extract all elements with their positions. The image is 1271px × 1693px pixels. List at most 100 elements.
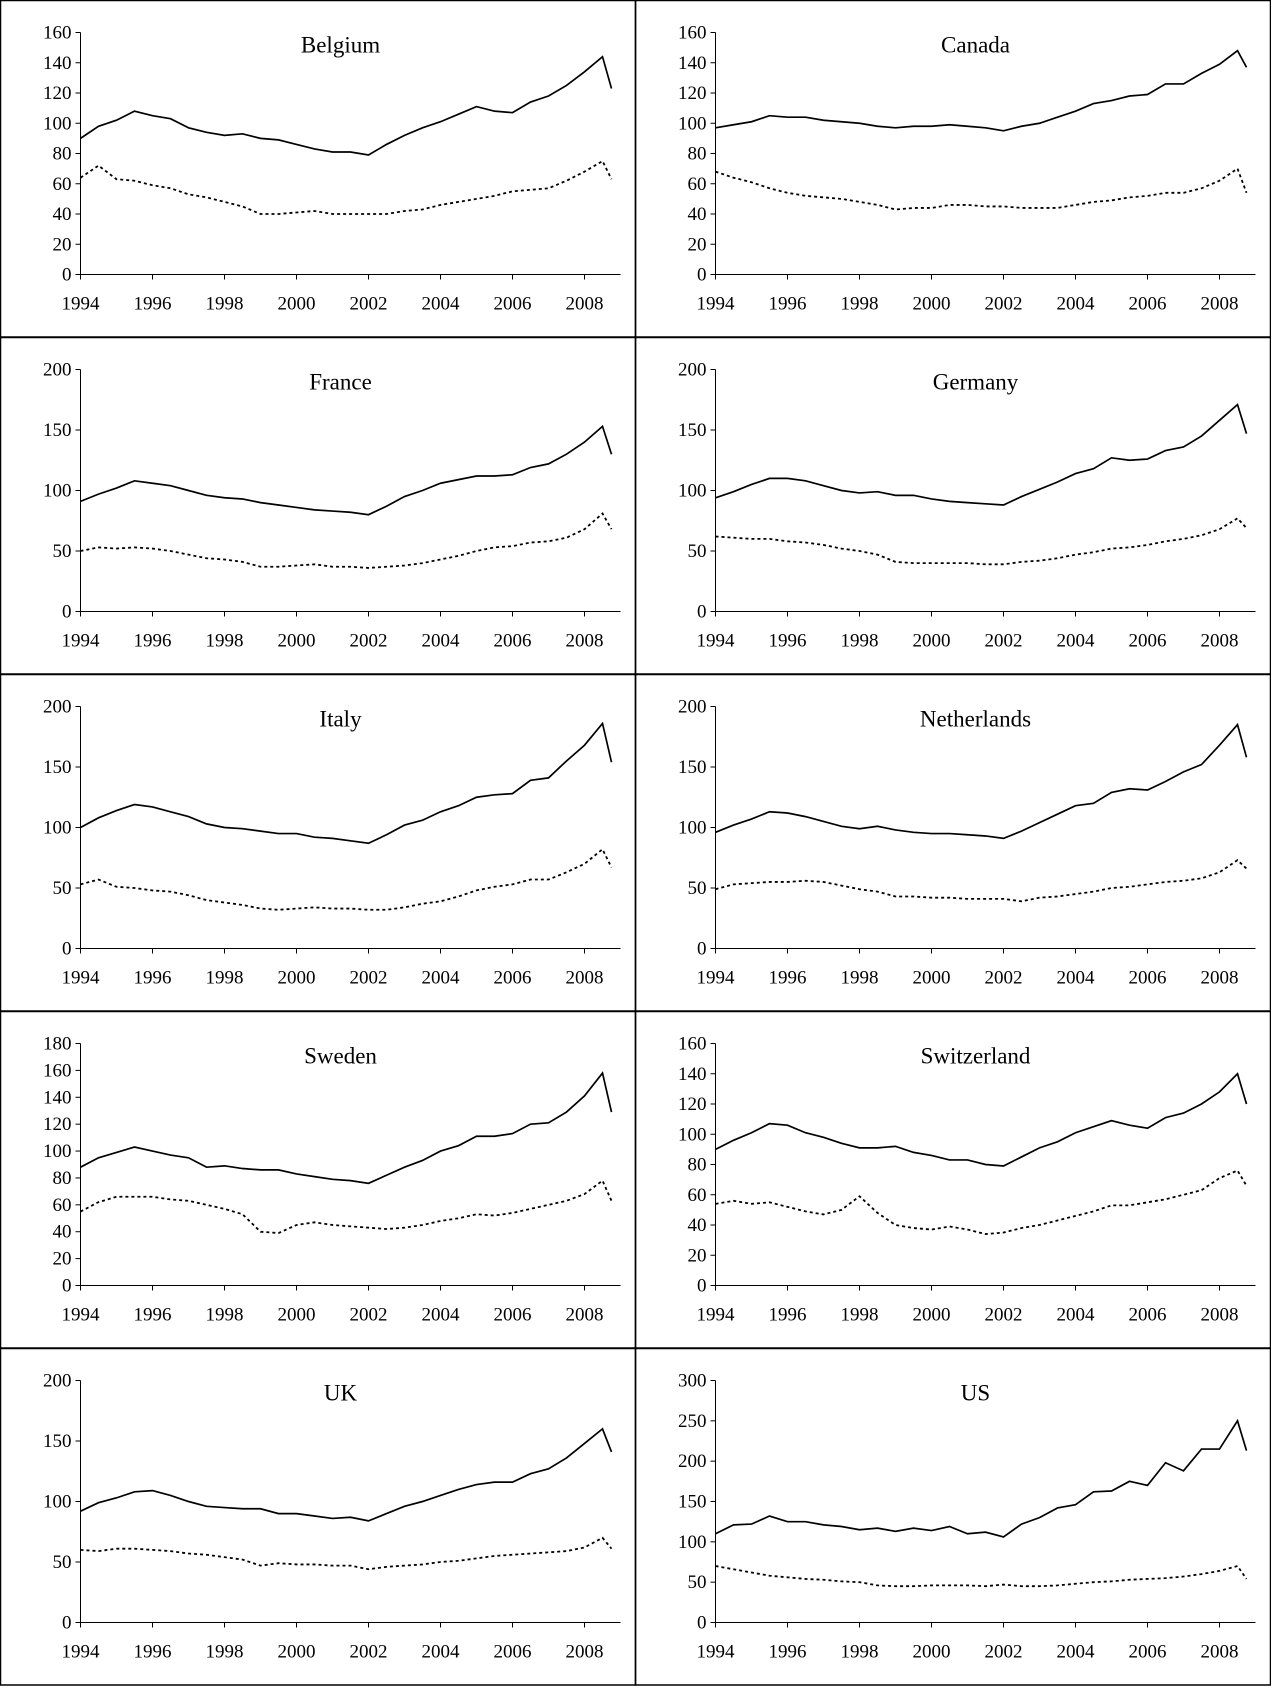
x-tick-label: 2006 [1129, 1642, 1167, 1663]
x-tick-label: 2004 [1057, 1305, 1096, 1326]
x-tick-label: 1998 [206, 631, 244, 652]
x-tick-label: 2002 [350, 1642, 388, 1663]
series-line [715, 1072, 1248, 1167]
y-tick-label: 0 [62, 939, 72, 960]
x-tick-label: 1994 [62, 631, 101, 652]
x-tick-label: 1996 [769, 294, 807, 315]
x-tick-label: 2000 [278, 968, 316, 989]
y-tick-label: 60 [688, 1185, 707, 1206]
x-tick-label: 2006 [494, 1642, 532, 1663]
x-tick-label: 1996 [134, 1305, 172, 1326]
x-tick-label: 1994 [697, 968, 736, 989]
x-tick-label: 2006 [494, 294, 532, 315]
chart-title: Switzerland [921, 1044, 1031, 1069]
chart-title: Germany [933, 370, 1019, 395]
x-tick-label: 1994 [697, 631, 736, 652]
y-tick-label: 160 [678, 1034, 707, 1055]
panel-border [634, 1347, 1271, 1686]
y-tick-label: 100 [43, 1141, 72, 1162]
chart-title: France [309, 370, 372, 395]
x-tick-label: 1996 [769, 968, 807, 989]
x-tick-label: 1998 [206, 968, 244, 989]
x-tick-label: 2000 [913, 631, 951, 652]
x-tick-label: 1994 [62, 968, 101, 989]
y-tick-label: 100 [678, 113, 707, 134]
x-tick-label: 2004 [1057, 294, 1096, 315]
y-tick-label: 150 [678, 420, 707, 441]
series-line [80, 424, 613, 516]
y-tick-label: 80 [688, 144, 707, 165]
series-line [80, 847, 613, 911]
y-tick-label: 100 [43, 481, 72, 502]
x-tick-label: 2000 [278, 631, 316, 652]
chart-title: Sweden [304, 1044, 377, 1069]
x-tick-label: 2006 [494, 968, 532, 989]
series-line [80, 512, 613, 569]
x-tick-label: 2000 [278, 1642, 316, 1663]
y-tick-label: 180 [43, 1034, 72, 1055]
x-tick-label: 1996 [134, 631, 172, 652]
series-line [715, 517, 1248, 566]
series-line [715, 722, 1248, 840]
x-tick-label: 1998 [206, 1305, 244, 1326]
y-tick-label: 20 [688, 234, 707, 255]
series-line [80, 1179, 613, 1234]
x-tick-label: 2006 [494, 1305, 532, 1326]
series-line [715, 859, 1248, 903]
y-tick-label: 200 [678, 697, 707, 718]
series-line [80, 1071, 613, 1185]
x-tick-label: 2008 [1201, 1305, 1239, 1326]
y-tick-label: 50 [53, 541, 72, 562]
x-tick-label: 2004 [422, 631, 461, 652]
x-tick-label: 1994 [697, 1642, 736, 1663]
x-tick-label: 1998 [206, 294, 244, 315]
x-tick-label: 2002 [350, 631, 388, 652]
y-tick-label: 50 [53, 878, 72, 899]
series-line [80, 1536, 613, 1571]
y-tick-label: 80 [53, 1168, 72, 1189]
y-tick-label: 60 [688, 174, 707, 195]
y-tick-label: 150 [43, 420, 72, 441]
x-tick-label: 1998 [841, 294, 879, 315]
x-tick-label: 1998 [841, 1642, 879, 1663]
y-tick-label: 0 [62, 1613, 72, 1634]
x-tick-label: 2008 [1201, 1642, 1239, 1663]
x-tick-label: 2000 [278, 1305, 316, 1326]
x-tick-label: 2004 [422, 1305, 461, 1326]
y-tick-label: 100 [678, 1532, 707, 1553]
x-tick-label: 1998 [841, 631, 879, 652]
y-tick-label: 120 [678, 83, 707, 104]
y-tick-label: 140 [678, 53, 707, 74]
y-tick-label: 150 [678, 1492, 707, 1513]
y-tick-label: 40 [53, 204, 72, 225]
x-tick-label: 2004 [422, 1642, 461, 1663]
y-tick-label: 160 [43, 23, 72, 44]
chart-title: Italy [319, 707, 362, 732]
x-tick-label: 2002 [985, 631, 1023, 652]
series-line [80, 721, 613, 845]
x-tick-label: 2004 [1057, 631, 1096, 652]
x-tick-label: 2006 [1129, 968, 1167, 989]
x-tick-label: 2004 [1057, 968, 1096, 989]
x-tick-label: 1996 [134, 968, 172, 989]
y-tick-label: 120 [678, 1094, 707, 1115]
x-tick-label: 2000 [913, 294, 951, 315]
y-tick-label: 100 [678, 818, 707, 839]
x-tick-label: 1994 [62, 1305, 101, 1326]
y-tick-label: 0 [62, 265, 72, 286]
series-line [715, 403, 1248, 506]
y-tick-label: 300 [678, 1371, 707, 1392]
x-tick-label: 2002 [350, 968, 388, 989]
x-tick-label: 1994 [62, 294, 101, 315]
y-tick-label: 140 [678, 1064, 707, 1085]
x-tick-label: 2008 [566, 1642, 604, 1663]
x-tick-label: 2008 [1201, 294, 1239, 315]
x-tick-label: 1996 [134, 294, 172, 315]
y-tick-label: 0 [697, 602, 707, 623]
x-tick-label: 1994 [697, 1305, 736, 1326]
x-tick-label: 2008 [1201, 968, 1239, 989]
y-tick-label: 140 [43, 1087, 72, 1108]
y-tick-label: 150 [678, 757, 707, 778]
